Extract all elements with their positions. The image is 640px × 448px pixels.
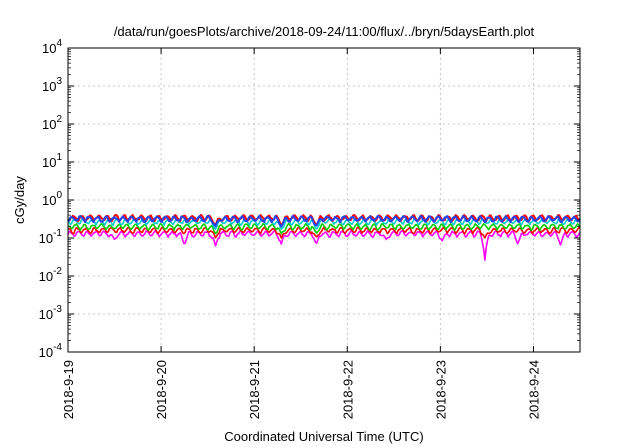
x-tick-label: 2018-9-21 (247, 360, 262, 419)
x-axis-label: Coordinated Universal Time (UTC) (224, 429, 423, 444)
y-tick-label: 103 (42, 76, 62, 94)
chart-title: /data/run/goesPlots/archive/2018-09-24/1… (114, 24, 535, 39)
y-tick-label: 100 (42, 190, 62, 208)
y-tick-exponent: -4 (53, 342, 62, 353)
y-tick-exponent: 1 (56, 152, 62, 163)
y-tick-exponent: 0 (56, 190, 62, 201)
y-tick-label: 10-1 (39, 228, 63, 246)
x-tick-label: 2018-9-19 (61, 360, 76, 419)
y-tick-exponent: 3 (56, 76, 62, 87)
y-tick-exponent: 4 (56, 38, 62, 49)
x-axis: 2018-9-19 2018-9-20 2018-9-21 2018-9-22 2018… (61, 48, 541, 419)
series-layer (67, 213, 581, 261)
y-axis-label: cGy/day (12, 176, 27, 224)
y-tick-exponent: -3 (53, 304, 62, 315)
x-tick-label: 2018-9-23 (433, 360, 448, 419)
series-line (67, 229, 581, 261)
y-tick-label: 104 (42, 38, 62, 56)
y-tick-label: 10-3 (39, 304, 63, 322)
x-tick-label: 2018-9-24 (526, 360, 541, 419)
y-tick-exponent: -2 (53, 266, 62, 277)
y-tick-exponent: -1 (53, 228, 62, 239)
x-tick-label: 2018-9-22 (340, 360, 355, 419)
y-tick-exponent: 2 (56, 114, 62, 125)
series-line (67, 222, 581, 235)
y-tick-label: 101 (42, 152, 62, 170)
series-line (68, 226, 581, 239)
y-tick-label: 10-2 (39, 266, 63, 284)
grid (68, 48, 580, 352)
x-tick-label: 2018-9-20 (154, 360, 169, 419)
series-line (67, 214, 581, 228)
y-tick-label: 102 (42, 114, 62, 132)
y-tick-label: 10-4 (39, 342, 63, 360)
